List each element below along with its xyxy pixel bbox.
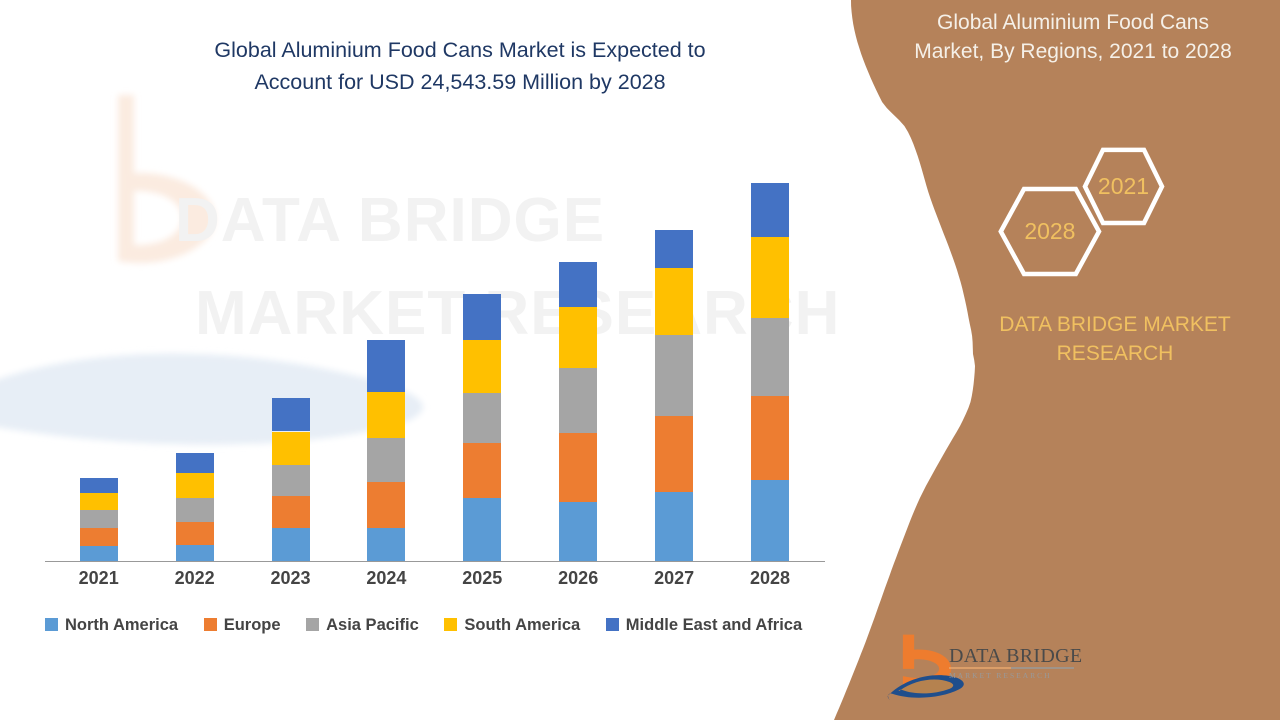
- svg-text:2021: 2021: [1098, 173, 1149, 199]
- svg-text:MARKET RESEARCH: MARKET RESEARCH: [949, 671, 1052, 680]
- svg-text:2028: 2028: [1024, 218, 1075, 244]
- svg-text:DATA BRIDGE: DATA BRIDGE: [949, 645, 1082, 667]
